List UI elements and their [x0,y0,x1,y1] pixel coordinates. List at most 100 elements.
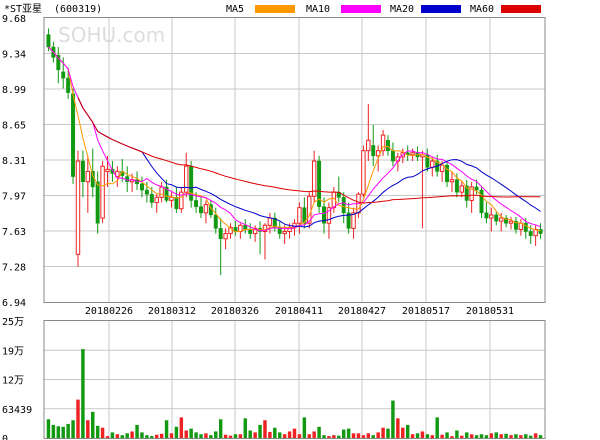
candle-body-down [538,229,543,234]
candle-body-up [297,207,302,224]
candle-body-up [100,165,105,219]
volume-bar [361,435,366,438]
volume-bar [499,434,503,438]
volume-bar [115,434,120,438]
volume-bar [209,435,213,438]
candle-body-down [213,214,218,229]
candle-body-up [361,150,366,195]
volume-bar [253,432,257,438]
candle-body-up [252,227,258,235]
candle-body-down [218,228,223,240]
volume-bar [61,426,65,438]
volume-bar [273,427,277,438]
volume-bar [223,434,228,438]
candle-body-up [459,185,465,193]
volume-bar [278,432,282,438]
volume-bar [297,434,302,438]
volume-bar [479,434,484,438]
price-tick-label: 7.28 [2,263,26,274]
candle-body-down [164,186,169,201]
legend-ma60-swatch [501,5,541,13]
volume-bar [51,424,56,438]
candle-body-down [346,212,351,229]
volume-bar [435,417,439,438]
volume-bar [233,434,238,438]
volume-bar [533,433,538,438]
volume-bar [130,431,134,438]
legend-ma60-label: MA60 [470,4,494,15]
volume-bar [228,435,233,438]
volume-bar [371,435,375,438]
candlesticks [46,28,543,276]
ma60-line [77,97,541,204]
watermark: SOHU.com [58,23,165,47]
volume-bar [425,434,430,438]
legend-ma10-label: MA10 [306,4,330,15]
candle-body-down [528,231,533,236]
volume-bar [410,434,415,438]
volume-bar [238,434,243,438]
volume-bar [519,435,523,438]
volume-bar [179,417,184,438]
volume-bars [46,349,543,438]
candle-body-down [322,206,326,224]
candle-body-down [135,179,140,185]
volume-bar [125,433,129,438]
volume-bar [218,419,223,438]
date-tick-label: 20180312 [148,306,196,317]
volume-bar [214,431,218,438]
volume-bar [484,435,489,438]
volume-bar [135,424,139,438]
candle-body-up [267,217,273,226]
legend: MA5 MA10 MA20 MA60 [226,4,541,15]
candle-body-down [149,193,154,203]
volume-bar [440,434,444,438]
volume-bar [346,428,351,438]
candle-body-up [430,160,435,168]
moving-averages [48,46,541,233]
price-tick-label: 9.68 [2,14,26,25]
candle-body-down [144,189,149,195]
candle-body-down [454,179,459,193]
candle-body-up [498,217,504,222]
candle-body-down [71,93,76,177]
volume-bar [194,432,198,438]
candle-body-up [326,207,332,224]
volume-bar [489,433,494,438]
candle-body-up [105,168,110,172]
candle-body-down [445,164,450,183]
volume-bar [509,435,513,438]
volume-bar [474,435,479,438]
candle-body-down [513,220,518,230]
candle-body-up [410,152,415,156]
volume-bar [169,433,174,438]
volume-bar [81,349,85,438]
volume-bar [469,434,474,438]
volume-bar [460,435,464,438]
volume-bar [184,430,188,438]
volume-bar [86,420,90,438]
volume-bar [199,434,203,438]
date-tick-label: 20180326 [211,306,259,317]
volume-bar [258,424,262,438]
date-tick-label: 20180427 [338,306,386,317]
candle-body-up [449,179,455,183]
volume-panel-frame [43,320,546,439]
volume-bar [287,431,292,438]
candle-body-up [351,212,356,229]
volume-bar [391,400,395,438]
candle-body-down [139,183,144,191]
price-tick-label: 8.99 [2,85,26,96]
candle-body-down [464,185,469,201]
volume-bar [46,419,51,438]
candle-body-up [228,226,233,235]
volume-bar [282,434,287,438]
volume-bar [332,435,336,438]
date-tick-label: 20180411 [275,306,323,317]
volume-bar [76,399,80,438]
volume-bar [56,426,61,438]
candle-body-down [302,207,307,224]
candle-body-down [199,206,203,214]
candle-body-down [386,140,390,151]
